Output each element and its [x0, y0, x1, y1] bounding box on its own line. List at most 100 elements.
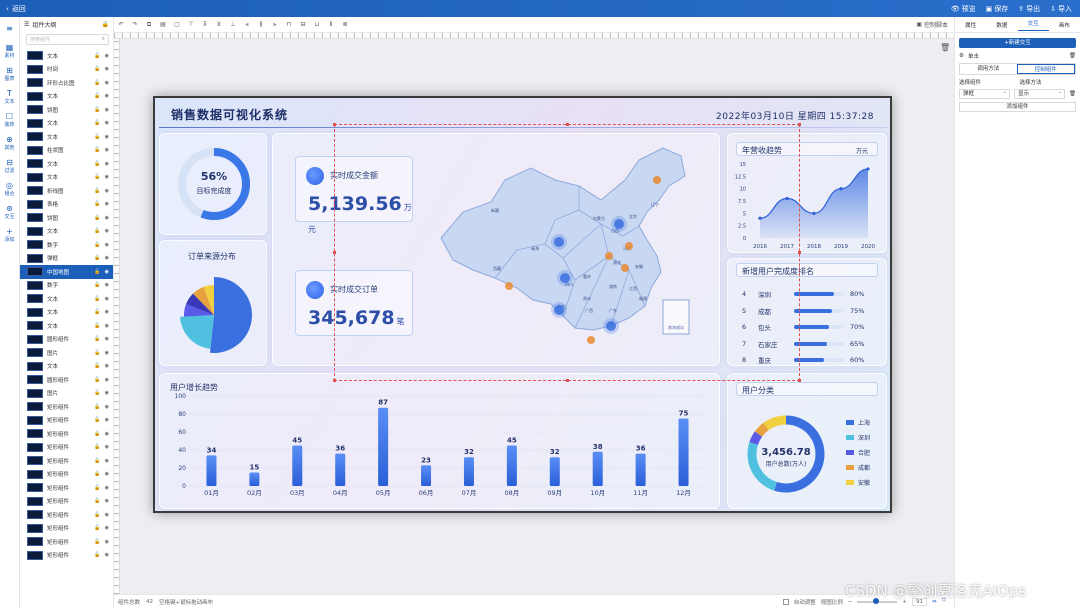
layer-item[interactable]: 文本 🔓 ◉ — [20, 292, 113, 306]
fit-screen-icon[interactable]: ⤧ — [941, 598, 946, 604]
pie-panel[interactable]: 订单来源分布 — [159, 240, 267, 366]
lock-icon[interactable]: 🔓 — [94, 457, 101, 464]
layer-item[interactable]: 文本 🔓 ◉ — [20, 157, 113, 171]
layer-item[interactable]: 柱状图 🔓 ◉ — [20, 144, 113, 158]
trend-panel[interactable]: 年营收趋势 万元 0 2.5 5 7.5 10 12.5 15 2016 2017 2018 201… — [727, 133, 887, 253]
eye-icon[interactable]: ◉ — [104, 336, 109, 343]
save-button[interactable]: ▣ 保存 — [985, 4, 1009, 13]
eye-icon[interactable]: ◉ — [104, 511, 109, 518]
layer-item[interactable]: 文本 🔓 ◉ — [20, 306, 113, 320]
layer-item[interactable]: 图片 🔓 ◉ — [20, 387, 113, 401]
zoom-out-icon[interactable]: − — [847, 598, 853, 605]
lock-icon[interactable]: 🔓 — [94, 160, 101, 167]
lock-icon[interactable]: 🔓 — [94, 403, 101, 410]
layer-item[interactable]: 文本 🔓 ◉ — [20, 360, 113, 374]
lock-icon[interactable]: 🔓 — [94, 147, 101, 154]
export-button[interactable]: ⇪ 导出 — [1018, 4, 1041, 13]
lock-icon[interactable]: 🔓 — [94, 430, 101, 437]
lock-icon[interactable]: 🔓 — [94, 106, 101, 113]
trash-icon[interactable]: 🗑 — [940, 43, 951, 52]
layer-item[interactable]: 中国地图 🔓 ◉ — [20, 265, 113, 279]
lock-icon[interactable]: 🔓 — [94, 538, 101, 545]
eye-icon[interactable]: ◉ — [104, 430, 109, 437]
align-top-icon[interactable]: ⊓ — [286, 21, 292, 28]
control-script-button[interactable]: ▣ 控制脚本 — [916, 21, 948, 29]
lock-icon[interactable]: 🔓 — [94, 66, 101, 73]
import-button[interactable]: ⇩ 导入 — [1050, 4, 1072, 13]
eye-icon[interactable]: ◉ — [104, 160, 109, 167]
eye-icon[interactable]: ◉ — [104, 268, 109, 275]
eye-icon[interactable]: ◉ — [104, 471, 109, 478]
eye-icon[interactable]: ◉ — [104, 403, 109, 410]
lock-icon[interactable]: 🔓 — [94, 133, 101, 140]
layer-item[interactable]: 矩形组件 🔓 ◉ — [20, 495, 113, 509]
lock-icon[interactable]: 🔓 — [94, 484, 101, 491]
layer-top-icon[interactable]: ⊼ — [202, 21, 208, 28]
auto-adjust-checkbox[interactable] — [782, 598, 789, 605]
layer-item[interactable]: 文本 🔓 ◉ — [20, 49, 113, 63]
eye-icon[interactable]: ◉ — [104, 187, 109, 194]
layer-search-input[interactable]: 搜索组件 ⌕ — [26, 34, 109, 45]
undo-icon[interactable]: ↶ — [118, 21, 124, 28]
eye-icon[interactable]: ◉ — [104, 525, 109, 532]
align-left-icon[interactable]: ⫷ — [245, 20, 249, 28]
dashboard-canvas[interactable]: 销售数据可视化系统 2022年03月10日 星期四 15:37:28 56% 目… — [153, 96, 892, 513]
lock-icon[interactable]: 🔒 — [101, 21, 109, 28]
layer-item[interactable]: 数字 🔓 ◉ — [20, 279, 113, 293]
search-icon[interactable]: ⌕ — [101, 35, 105, 42]
layer-down-icon[interactable]: ⊻ — [216, 21, 222, 28]
eye-icon[interactable]: ◉ — [104, 93, 109, 100]
paste-icon[interactable]: ▤ — [160, 21, 166, 28]
layer-item[interactable]: 矩形组件 🔓 ◉ — [20, 535, 113, 549]
eye-icon[interactable]: ◉ — [104, 390, 109, 397]
delete-icon[interactable]: ▢ — [174, 21, 180, 28]
layer-item[interactable]: 图片 🔓 ◉ — [20, 346, 113, 360]
lock-icon[interactable]: 🔓 — [94, 525, 101, 532]
lock-icon[interactable]: 🔓 — [94, 201, 101, 208]
lock-icon[interactable]: 🔓 — [94, 498, 101, 505]
redo-icon[interactable]: ↷ — [132, 21, 138, 28]
ring-panel[interactable]: 56% 目标完成度 — [159, 133, 267, 235]
property-tab[interactable]: 属性 — [965, 22, 977, 29]
back-button[interactable]: ‹ 返回 — [6, 4, 26, 13]
copy-icon[interactable]: ⧉ — [146, 20, 152, 28]
layer-bottom-icon[interactable]: ⊥ — [230, 21, 236, 28]
left-nav-item[interactable]: ⊞ 图表 — [0, 63, 19, 86]
lock-icon[interactable]: 🔓 — [94, 268, 101, 275]
layer-item[interactable]: 数字 🔓 ◉ — [20, 238, 113, 252]
layer-item[interactable]: 环形占比图 🔓 ◉ — [20, 76, 113, 90]
lock-icon[interactable]: 🔓 — [94, 52, 101, 59]
delete-row-icon[interactable]: 🗑 — [1069, 91, 1077, 97]
layer-item[interactable]: 矩形组件 🔓 ◉ — [20, 400, 113, 414]
layer-item[interactable]: 文本 🔓 ◉ — [20, 225, 113, 239]
left-nav-item[interactable]: ◎ 组合 — [0, 178, 19, 201]
delete-event-icon[interactable]: 🗑 — [1069, 53, 1076, 59]
layer-item[interactable]: 矩形组件 🔓 ◉ — [20, 427, 113, 441]
eye-icon[interactable]: ◉ — [104, 174, 109, 181]
eye-icon[interactable]: ◉ — [104, 444, 109, 451]
lock-icon[interactable]: 🔓 — [94, 349, 101, 356]
eye-icon[interactable]: ◉ — [104, 201, 109, 208]
layer-item[interactable]: 文本 🔓 ◉ — [20, 319, 113, 333]
lock-icon[interactable]: 🔓 — [94, 241, 101, 248]
layer-item[interactable]: 文本 🔓 ◉ — [20, 90, 113, 104]
property-tab[interactable]: 交互 — [1017, 19, 1049, 31]
eye-icon[interactable]: ◉ — [104, 498, 109, 505]
left-nav-item[interactable]: ⊛ 交互 — [0, 201, 19, 224]
new-interaction-button[interactable]: +新建交互 — [959, 38, 1076, 48]
left-nav-item[interactable]: ☐ 装饰 — [0, 109, 19, 132]
eye-icon[interactable]: ◉ — [104, 79, 109, 86]
layer-item[interactable]: 表格 🔓 ◉ — [20, 198, 113, 212]
eye-icon[interactable]: ◉ — [104, 66, 109, 73]
property-tab[interactable]: 画布 — [1058, 22, 1070, 29]
layer-item[interactable]: 矩形组件 🔓 ◉ — [20, 481, 113, 495]
layer-item[interactable]: 折线图 🔓 ◉ — [20, 184, 113, 198]
eye-icon[interactable]: ◉ — [104, 241, 109, 248]
layer-item[interactable]: 矩形组件 🔓 ◉ — [20, 508, 113, 522]
distribute-v-icon[interactable]: ≣ — [342, 21, 348, 28]
left-nav-item[interactable]: ⊟ 过滤 — [0, 155, 19, 178]
eye-icon[interactable]: ◉ — [104, 106, 109, 113]
left-nav-item[interactable]: ≡ — [0, 17, 19, 40]
layer-item[interactable]: 矩形组件 🔓 ◉ — [20, 454, 113, 468]
lock-icon[interactable]: 🔓 — [94, 187, 101, 194]
